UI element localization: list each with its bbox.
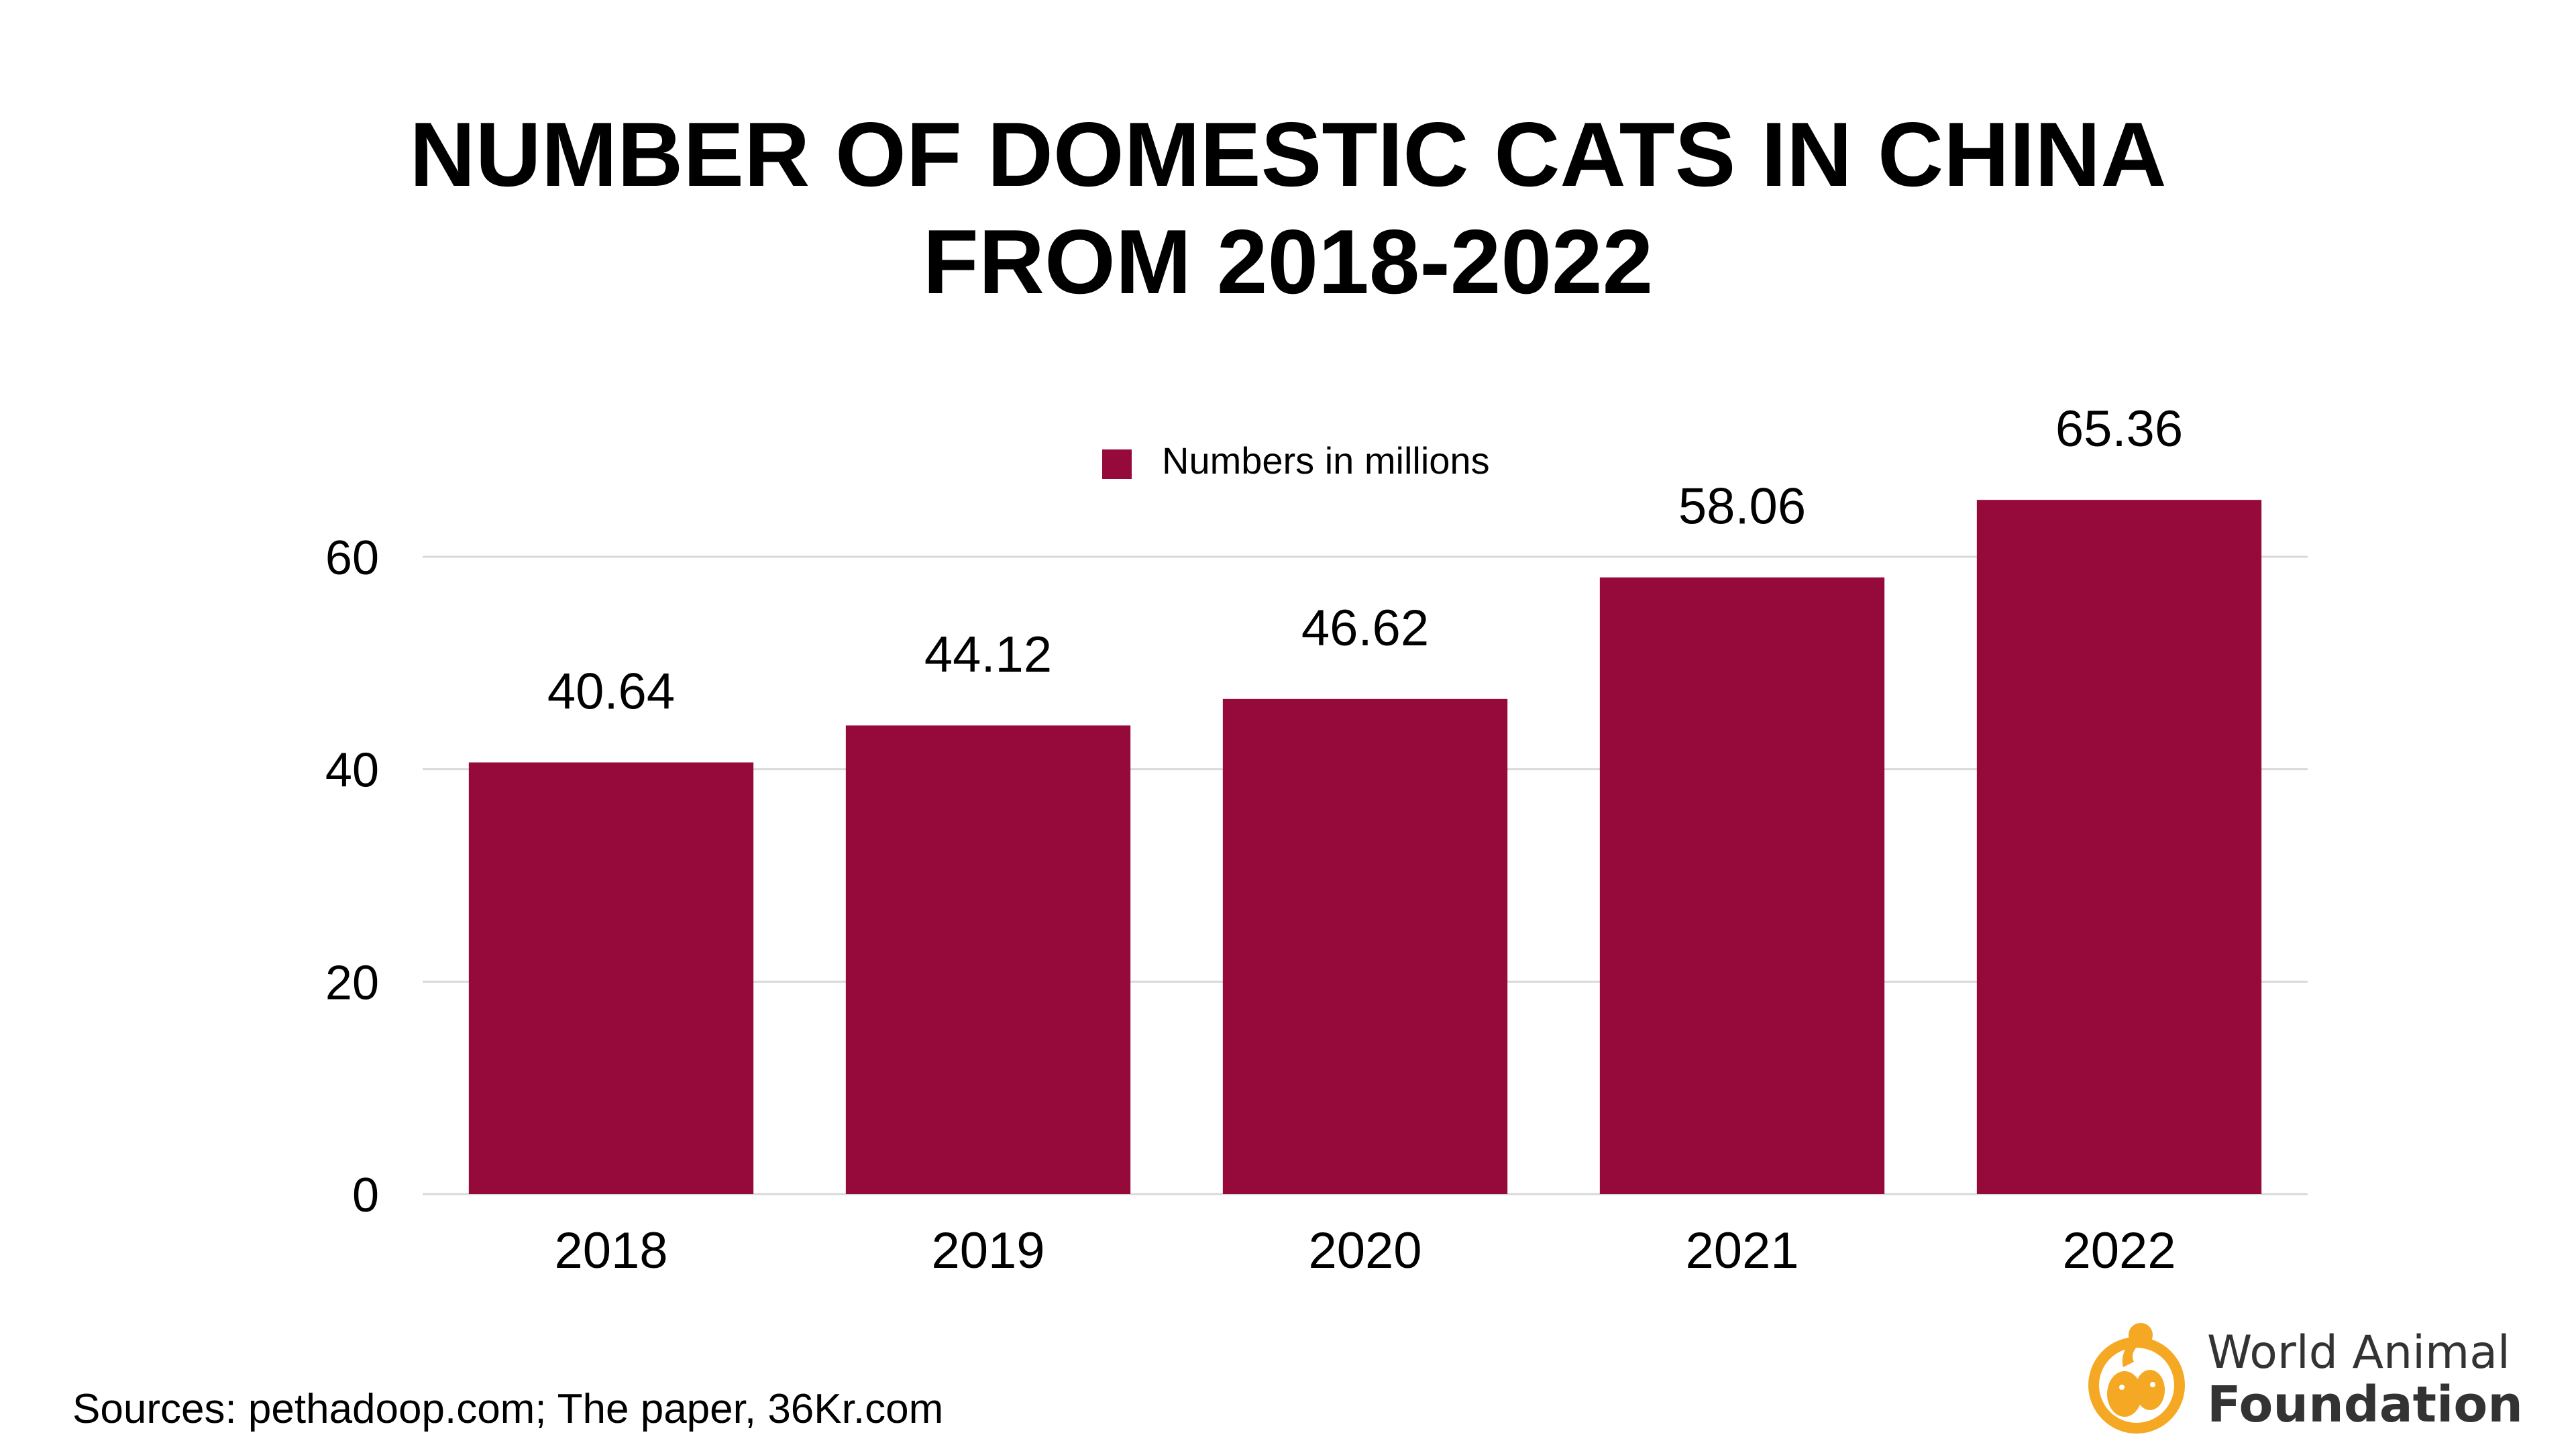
legend-label: Numbers in millions — [1162, 439, 1490, 482]
x-tick-label: 2018 — [554, 1222, 667, 1279]
chart-title-line-1: NUMBER OF DOMESTIC CATS IN CHINA — [409, 103, 2167, 205]
bars — [468, 500, 2262, 1195]
x-tick-label: 2022 — [2062, 1222, 2176, 1279]
y-tick-label: 60 — [325, 531, 379, 585]
y-axis-ticks: 0 20 40 60 — [325, 531, 379, 1222]
x-axis-ticks: 2018 2019 2020 2021 2022 — [554, 1222, 2176, 1279]
logo-text-line-1: World Animal — [2207, 1326, 2510, 1379]
y-tick-label: 0 — [352, 1169, 379, 1222]
logo-text-line-2: Foundation — [2207, 1376, 2523, 1434]
bar — [468, 762, 754, 1194]
data-labels: 40.64 44.12 46.62 58.06 65.36 — [547, 400, 2183, 720]
x-tick-label: 2019 — [931, 1222, 1044, 1279]
sources-note: Sources: pethadoop.com; The paper, 36Kr.… — [72, 1386, 944, 1432]
bar — [1599, 577, 1885, 1194]
data-label: 65.36 — [2055, 400, 2183, 458]
chart-title: NUMBER OF DOMESTIC CATS IN CHINA FROM 20… — [0, 101, 2576, 315]
y-tick-label: 20 — [325, 956, 379, 1010]
bar — [845, 725, 1131, 1194]
bar — [1976, 500, 2262, 1195]
legend-swatch — [1102, 449, 1132, 479]
data-label: 40.64 — [547, 663, 675, 720]
paw-dog-cat-icon — [2088, 1323, 2185, 1434]
data-label: 58.06 — [1678, 478, 1806, 535]
y-tick-label: 40 — [325, 744, 379, 798]
legend: Numbers in millions — [1102, 439, 1490, 482]
x-tick-label: 2021 — [1685, 1222, 1799, 1279]
world-animal-foundation-logo: World Animal Foundation — [2083, 1315, 2526, 1436]
data-label: 44.12 — [924, 626, 1052, 683]
bar — [1222, 698, 1508, 1194]
x-tick-label: 2020 — [1308, 1222, 1421, 1279]
data-label: 46.62 — [1301, 600, 1429, 657]
chart-title-line-2: FROM 2018-2022 — [922, 211, 1654, 313]
